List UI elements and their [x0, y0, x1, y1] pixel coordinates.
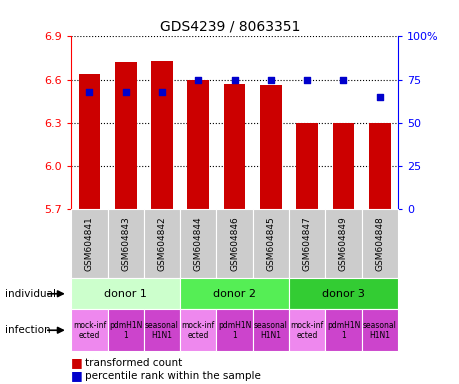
- Bar: [144, 209, 180, 278]
- Text: GSM604848: GSM604848: [375, 217, 383, 271]
- Text: mock-inf
ected: mock-inf ected: [73, 321, 106, 340]
- Text: donor 2: donor 2: [213, 289, 256, 299]
- Bar: [361, 309, 397, 351]
- Bar: [71, 278, 180, 309]
- Text: GSM604844: GSM604844: [193, 217, 202, 271]
- Text: GSM604843: GSM604843: [121, 217, 130, 271]
- Bar: [78, 74, 100, 209]
- Text: donor 3: donor 3: [321, 289, 364, 299]
- Bar: [368, 123, 390, 209]
- Point: [267, 77, 274, 83]
- Text: GSM604849: GSM604849: [338, 217, 347, 271]
- Text: pdmH1N
1: pdmH1N 1: [218, 321, 251, 340]
- Point: [194, 77, 202, 83]
- Text: percentile rank within the sample: percentile rank within the sample: [85, 371, 260, 381]
- Bar: [325, 209, 361, 278]
- Point: [122, 89, 129, 95]
- Bar: [332, 123, 353, 209]
- Text: GSM604846: GSM604846: [230, 217, 239, 271]
- Text: ■: ■: [71, 356, 83, 369]
- Bar: [259, 86, 281, 209]
- Bar: [151, 61, 173, 209]
- Point: [158, 89, 165, 95]
- Bar: [144, 309, 180, 351]
- Text: GSM604847: GSM604847: [302, 217, 311, 271]
- Text: individual: individual: [5, 289, 56, 299]
- Point: [85, 89, 93, 95]
- Text: seasonal
H1N1: seasonal H1N1: [362, 321, 396, 340]
- Bar: [187, 80, 209, 209]
- Text: transformed count: transformed count: [85, 358, 182, 368]
- Text: GDS4239 / 8063351: GDS4239 / 8063351: [159, 19, 300, 33]
- Text: GSM604845: GSM604845: [266, 217, 275, 271]
- Text: pdmH1N
1: pdmH1N 1: [326, 321, 359, 340]
- Text: seasonal
H1N1: seasonal H1N1: [253, 321, 287, 340]
- Bar: [115, 63, 136, 209]
- Text: seasonal
H1N1: seasonal H1N1: [145, 321, 179, 340]
- Bar: [71, 209, 107, 278]
- Text: donor 1: donor 1: [104, 289, 147, 299]
- Text: mock-inf
ected: mock-inf ected: [181, 321, 214, 340]
- Bar: [296, 123, 317, 209]
- Text: mock-inf
ected: mock-inf ected: [290, 321, 323, 340]
- Bar: [361, 209, 397, 278]
- Point: [230, 77, 238, 83]
- Bar: [288, 309, 325, 351]
- Point: [303, 77, 310, 83]
- Bar: [107, 209, 144, 278]
- Bar: [223, 84, 245, 209]
- Bar: [180, 309, 216, 351]
- Bar: [252, 309, 288, 351]
- Point: [375, 94, 383, 100]
- Bar: [107, 309, 144, 351]
- Bar: [252, 209, 288, 278]
- Bar: [288, 209, 325, 278]
- Bar: [71, 309, 107, 351]
- Text: GSM604842: GSM604842: [157, 217, 166, 271]
- Text: infection: infection: [5, 325, 50, 335]
- Bar: [288, 278, 397, 309]
- Bar: [216, 209, 252, 278]
- Bar: [180, 209, 216, 278]
- Point: [339, 77, 347, 83]
- Bar: [325, 309, 361, 351]
- Text: ■: ■: [71, 369, 83, 382]
- Text: pdmH1N
1: pdmH1N 1: [109, 321, 142, 340]
- Bar: [180, 278, 288, 309]
- Bar: [216, 309, 252, 351]
- Text: GSM604841: GSM604841: [85, 217, 94, 271]
